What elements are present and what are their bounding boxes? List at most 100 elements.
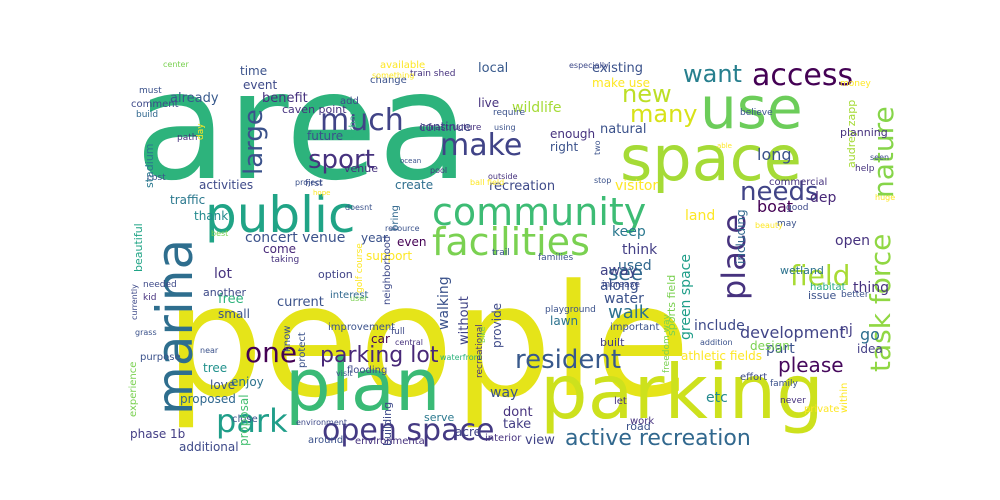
word-central: central <box>395 338 423 347</box>
word-support: support <box>366 249 412 263</box>
word-never: never <box>780 396 806 406</box>
word-love: love <box>210 378 235 392</box>
word-proposal: proposal <box>237 394 251 446</box>
word-wildlife: wildlife <box>512 100 561 116</box>
word-visit: visit <box>336 369 352 378</box>
word-event: event <box>243 78 277 92</box>
word-please: please <box>778 353 844 377</box>
word-open-space: open space <box>322 413 494 448</box>
word-work: work <box>630 416 654 427</box>
word-natural: natural <box>600 122 646 137</box>
word-comment: comment <box>131 99 179 110</box>
word-existing: existing <box>592 61 643 76</box>
word-make-use: make use <box>592 76 650 90</box>
word-benefit: benefit <box>262 91 308 106</box>
word-continue: continue <box>419 120 471 134</box>
word-beauty: beauty <box>755 221 783 230</box>
word-think: think <box>622 242 658 258</box>
word-resource: resource <box>385 224 420 233</box>
word-add: add <box>340 96 359 107</box>
word-urban: urban <box>348 109 359 138</box>
word-park: park <box>216 402 288 440</box>
word-large: large <box>239 109 269 175</box>
word-recreational: recreational <box>475 324 485 378</box>
word-dep: dep <box>810 190 837 206</box>
word-full: full <box>391 327 405 337</box>
word-lawn: lawn <box>550 314 578 328</box>
word-free: free <box>218 292 244 307</box>
word-first: first <box>305 179 323 189</box>
word-currently: currently <box>130 284 139 320</box>
word-family: family <box>770 379 798 389</box>
word-take: take <box>503 417 531 432</box>
word-enough: enough <box>550 127 595 141</box>
word-bring: bring <box>390 205 401 231</box>
word-stadium: stadium <box>143 143 156 188</box>
word-environmental: environmental <box>355 436 428 447</box>
word-without: without <box>457 296 472 345</box>
word-best: best <box>211 229 228 238</box>
word-let: let <box>614 396 627 407</box>
word-lot: lot <box>214 266 232 282</box>
word-facilities: facilities <box>432 220 590 264</box>
word-important: important <box>610 322 659 333</box>
word-community: community <box>432 190 646 234</box>
word-beautiful: beautiful <box>132 223 145 272</box>
word-including: including <box>734 209 748 264</box>
word-long: long <box>757 145 792 164</box>
word-available: available <box>380 60 425 71</box>
word-activities: activities <box>199 178 253 192</box>
word-see: see <box>608 261 643 285</box>
word-private: private <box>804 404 839 415</box>
word-good: good <box>786 203 808 213</box>
word-make: make <box>440 128 522 163</box>
word-planning: planning <box>840 126 888 139</box>
word-include: include <box>694 318 745 334</box>
word-venue: venue <box>344 162 378 175</box>
word-able: able <box>717 142 732 150</box>
word-especially: especially <box>569 61 609 70</box>
word-waterfront: waterfront <box>440 353 482 362</box>
word-task-force: task force <box>864 234 897 372</box>
word-tree: tree <box>203 361 227 375</box>
word-green-space: green space <box>678 254 694 340</box>
word-thing: thing <box>853 280 889 296</box>
word-seen: seen <box>870 153 889 162</box>
word-time: time <box>240 64 267 78</box>
word-current: current <box>277 295 324 310</box>
word-public: public <box>205 186 355 244</box>
word-cost: cost <box>147 173 166 183</box>
word-wetland: wetland <box>780 264 824 277</box>
word-another: another <box>203 286 246 299</box>
word-live: live <box>478 96 499 110</box>
word-walk: walk <box>608 302 650 323</box>
word-interest: interest <box>330 290 368 301</box>
word-keep: keep <box>612 224 646 240</box>
word-using: using <box>494 123 516 132</box>
word-increase: increase <box>602 280 640 290</box>
word-traffic: traffic <box>170 193 205 207</box>
word-change: change <box>370 75 407 86</box>
word-water: water <box>604 291 644 307</box>
word-development: development <box>740 323 846 342</box>
word-athletic-fields: athletic fields <box>681 349 762 363</box>
word-thank: thank <box>194 209 228 223</box>
word-local: local <box>478 61 508 76</box>
word-built: built <box>600 336 625 349</box>
word-small: small <box>218 307 250 321</box>
word-boat: boat <box>757 197 793 216</box>
word-open: open <box>835 233 870 249</box>
word-commercial: commercial <box>769 177 827 188</box>
word-may: may <box>777 219 797 229</box>
word-sport: sport <box>308 145 375 175</box>
word-nature: nature <box>867 106 900 198</box>
word-build: build <box>136 110 158 120</box>
word-pool: pool <box>430 166 447 175</box>
word-people: people <box>165 251 690 432</box>
word-ocean: ocean <box>400 157 421 165</box>
word-plan: plan <box>285 343 440 427</box>
word-parking-lot: parking lot <box>320 343 439 368</box>
word-active-recreation: active recreation <box>565 426 751 451</box>
word-want: want <box>683 60 742 88</box>
word-option: option <box>318 268 353 281</box>
